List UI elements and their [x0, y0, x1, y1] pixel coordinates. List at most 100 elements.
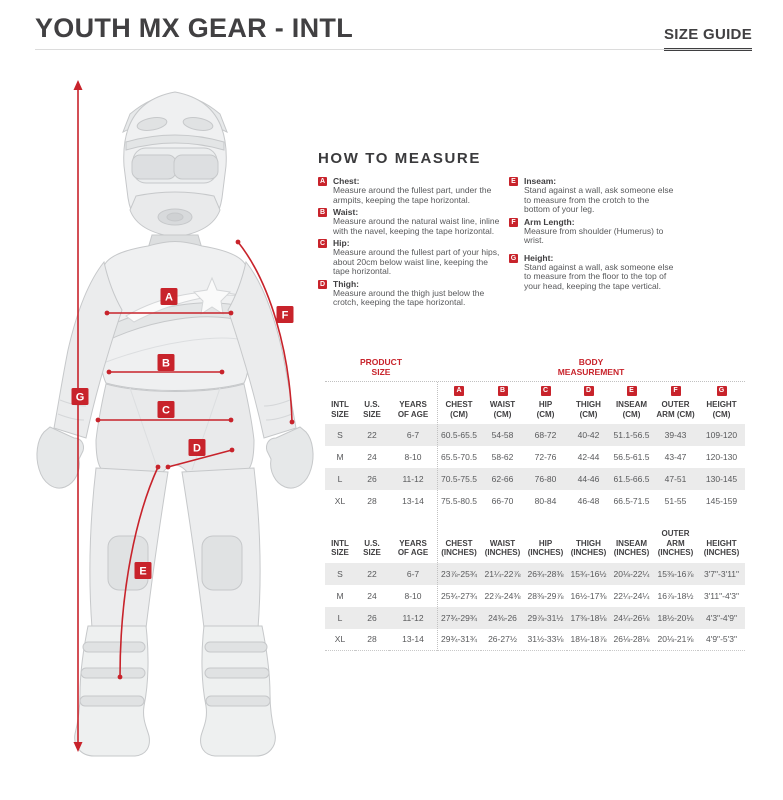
measure-item-name: Arm Length: [524, 216, 575, 227]
size-table-cm: INTL SIZE U.S. SIZE YEARS OF AGE A CHEST (CM) B WA… [325, 382, 745, 512]
table-row: M 24 8-10 65.5-70.5 58-62 72-76 42-44 56.5-61.5… [325, 446, 745, 468]
column-header-line: (INCHES) [527, 548, 564, 557]
rider-boot-right [200, 625, 276, 757]
measure-label-waist: B [157, 354, 175, 371]
size-cell: 51-55 [664, 496, 687, 506]
column-header-line: INSEAM [615, 400, 648, 409]
header-divider [35, 49, 752, 50]
measure-item-description: Measure around the thigh just below the … [333, 287, 485, 307]
size-cell: 13-14 [402, 634, 424, 645]
size-cell: 75.5-80.5 [441, 496, 477, 506]
column-header: E INSEAM (CM) [610, 382, 653, 424]
size-cell: 25¾-27¾ [441, 590, 477, 601]
column-header-line: YEARS [399, 538, 427, 548]
size-cell: 46-48 [577, 496, 600, 506]
size-cell: 27¾-29¾ [441, 612, 477, 623]
rider-chin-guard [129, 191, 221, 238]
size-cell: 24¼-26⅛ [613, 612, 650, 623]
size-cell: L [337, 474, 343, 484]
column-header-line: CHEST [445, 400, 473, 409]
size-cell: M [336, 590, 344, 601]
size-cell: 145-159 [705, 496, 738, 506]
column-header: U.S. SIZE [355, 382, 389, 424]
size-cell: 44-46 [577, 474, 600, 484]
size-cell: 6-7 [406, 430, 420, 440]
size-cell: 17⅜-18⅛ [570, 612, 607, 623]
column-header-line: (INCHES) [484, 548, 521, 557]
column-header: INTL SIZE [325, 382, 355, 424]
column-header-line: OUTER [661, 400, 690, 409]
column-letter-badge: C [540, 386, 551, 396]
table-row: L 26 11-12 70.5-75.5 62-66 76-80 44-46 61.5-66.… [325, 468, 745, 490]
size-cell: 18⅛-18⅞ [570, 634, 607, 645]
size-cell: 80-84 [534, 496, 557, 506]
measure-letter-badge: G [509, 253, 518, 263]
measure-letter-badge: F [509, 217, 518, 227]
column-header-line: OUTER ARM [661, 529, 690, 548]
size-cell: 42-44 [577, 452, 600, 462]
measure-label-hip: C [157, 401, 175, 418]
size-cell: 23⅞-25¾ [441, 568, 477, 579]
measure-item-name: Chest: [333, 176, 360, 186]
measure-item-name: Hip: [333, 238, 350, 248]
size-cell: 21¼-22⅞ [484, 568, 521, 579]
column-letter-badge: E [626, 386, 637, 396]
size-cell: 8-10 [404, 452, 422, 462]
size-cell: S [337, 568, 343, 579]
size-cell: XL [334, 634, 346, 645]
column-header-line: SIZE [331, 409, 349, 419]
size-cell: 28⅜-29⅞ [527, 590, 564, 601]
column-letter-badge: B [497, 386, 508, 396]
measure-instruction-item: B Waist: Measure around the natural waist … [318, 207, 500, 236]
column-header-line: HIP [538, 400, 553, 409]
size-guide-tab[interactable]: SIZE GUIDE [663, 26, 752, 51]
size-cell: 56.5-61.5 [613, 452, 650, 462]
size-cell: 65.5-70.5 [441, 452, 477, 462]
svg-text:G: G [76, 392, 85, 404]
column-header: A CHEST (CM) [437, 382, 481, 424]
size-cell: 26 [367, 612, 377, 623]
header-row: INTL SIZE U.S. SIZE YEARS OF AGE CHEST (INCHES)… [325, 525, 745, 563]
table-row: XL 28 13-14 29¾-31¾ 26-27½ 31½-33⅛ 18⅛-18⅞ 26⅛-… [325, 629, 745, 651]
size-cell: 11-12 [402, 612, 424, 623]
size-cell: 43-47 [664, 452, 687, 462]
size-cell: 26 [367, 474, 377, 484]
column-header: THIGH (INCHES) [567, 525, 610, 563]
size-cell: 26¾-28⅜ [527, 568, 564, 579]
column-header-line: (CM) [450, 409, 468, 419]
measure-letter-badge: B [318, 208, 327, 217]
column-header-line: U.S. [364, 400, 380, 409]
size-cell: 47-51 [664, 474, 687, 484]
column-header-line: HEIGHT [706, 538, 737, 548]
column-header-line: (INCHES) [570, 548, 607, 557]
column-header: YEARS OF AGE [389, 382, 437, 424]
column-header: G HEIGHT (CM) [698, 382, 745, 424]
size-cell: 29⅞-31½ [527, 612, 564, 623]
measure-item-description: Measure around the natural waist line, i… [333, 216, 500, 236]
rider-goggles [131, 147, 219, 184]
measure-line-arm [235, 239, 295, 425]
column-header-line: ARM (CM) [656, 409, 695, 419]
size-cell: 66.5-71.5 [613, 496, 650, 506]
column-header-line: HEIGHT [706, 400, 737, 409]
size-cell: 120-130 [705, 452, 738, 462]
size-cell: 6-7 [406, 568, 420, 579]
table-group-header: PRODUCT SIZE BODY MEASUREMENT [325, 357, 745, 382]
how-to-measure-title: HOW TO MEASURE [318, 150, 481, 167]
size-cell: 15¾-16½ [570, 568, 607, 579]
column-header-line: INTL [331, 400, 349, 409]
size-cell: 39-43 [664, 430, 687, 440]
size-cell: 76-80 [534, 474, 557, 484]
size-cell: 26⅛-28⅛ [613, 634, 650, 645]
column-letter-badge: A [454, 386, 464, 396]
column-header-line: INTL [331, 538, 349, 548]
measure-line-waist [106, 369, 225, 375]
measure-letter-badge: E [509, 177, 518, 186]
size-cell: 4'9"-5'3" [705, 634, 738, 645]
column-header: F OUTER ARM (CM) [653, 382, 698, 424]
column-header: YEARS OF AGE [389, 525, 437, 563]
size-cell: 68-72 [534, 430, 557, 440]
size-cell: 29¾-31¾ [441, 634, 477, 645]
size-cell: 61.5-66.5 [613, 474, 650, 484]
